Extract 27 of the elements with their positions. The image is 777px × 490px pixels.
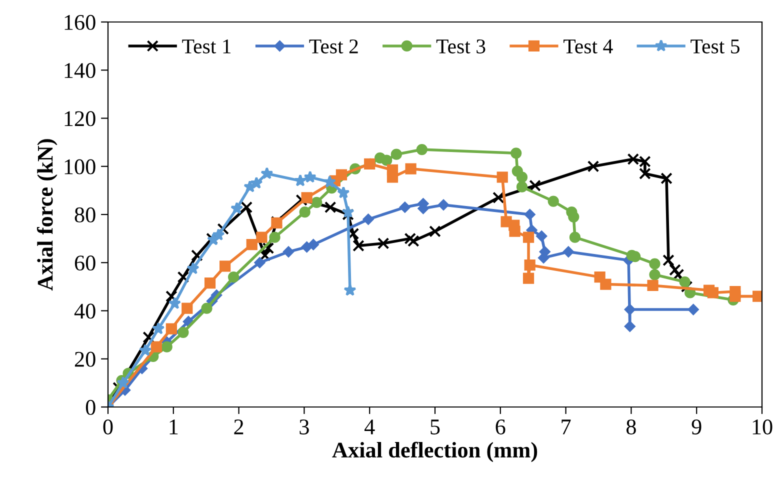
y-tick-label: 160 (64, 14, 96, 30)
x-tick-label: 6 (496, 420, 506, 434)
x-tick-label: 3 (300, 420, 309, 434)
y-tick-label: 40 (74, 304, 96, 319)
y-tick-label: 0 (86, 400, 96, 415)
legend-label: Test 2 (309, 39, 358, 54)
y-tick-label: 60 (74, 256, 96, 271)
y-axis-title: Axial force (kN) (36, 139, 58, 291)
x-tick-label: 1 (170, 420, 178, 434)
x-tick-label: 4 (364, 420, 375, 434)
x-axis-title: Axial deflection (mm) (332, 442, 538, 462)
y-tick-label: 140 (64, 63, 96, 78)
x-tick-label: 8 (626, 419, 636, 434)
y-tick-label: 120 (64, 111, 96, 126)
x-tick-label: 10 (752, 419, 772, 434)
legend-label: Test 4 (564, 40, 613, 54)
y-tick-label: 20 (74, 352, 96, 367)
y-tick-label: 80 (74, 207, 96, 222)
legend-label: Test 5 (690, 40, 740, 54)
y-tick-label: 100 (64, 159, 96, 174)
x-tick-label: 7 (562, 420, 571, 434)
x-tick-label: 5 (430, 420, 440, 434)
x-tick-label: 0 (103, 419, 113, 434)
legend-label: Test 3 (436, 39, 486, 54)
x-tick-label: 9 (692, 420, 702, 434)
legend-label: Test 1 (182, 39, 231, 54)
x-tick-label: 2 (234, 420, 244, 434)
